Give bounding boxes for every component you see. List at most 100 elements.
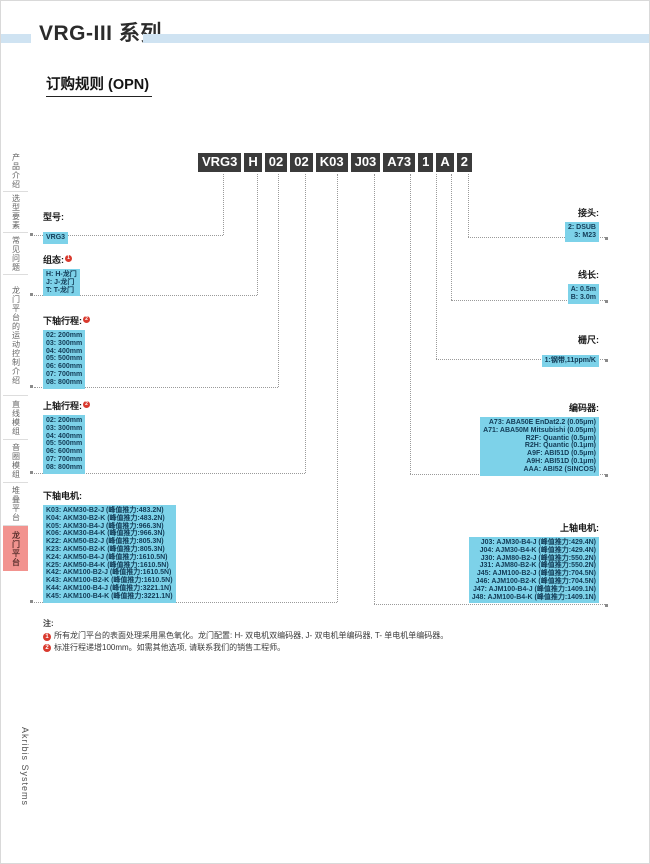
- connector-line: [451, 300, 607, 301]
- group-label: 下轴行程: 2: [43, 314, 90, 327]
- option-item: K42: AKM100-B2-J (峰值推力:1610.5N): [46, 569, 172, 577]
- connector-end-dot: [605, 300, 608, 303]
- sidebar-tab-selection: 选型要素: [3, 192, 28, 233]
- option-item: K43: AKM100-B2-K (峰值推力:1610.5N): [46, 577, 173, 585]
- option-box: 02: 200mm 03: 300mm 04: 400mm 05: 500mm 06: …: [43, 415, 86, 474]
- footnote-2: 2 标准行程递增100mm。如需其他选项, 请联系我们的销售工程师。: [43, 642, 583, 654]
- option-item: 05: 500mm: [46, 440, 83, 448]
- code-segment: VRG3: [198, 153, 242, 172]
- connector-line: [436, 174, 437, 359]
- connector-end-dot: [605, 237, 608, 240]
- note-ref-2-icon: 2: [83, 316, 90, 323]
- option-item: 06: 600mm: [46, 448, 83, 456]
- option-item: J04: AJM30-B4-K (峰值推力:429.4N): [479, 546, 596, 554]
- option-item: B: 3.0m: [570, 293, 596, 301]
- group-linear-scale: 栅尺: 1:钢带,11ppm/K: [541, 333, 599, 367]
- connector-line: [436, 359, 607, 360]
- option-box: 2: DSUB 3: M23: [564, 222, 599, 242]
- connector-end-dot: [30, 600, 33, 603]
- option-box: A: 0.5m B: 3.0m: [567, 284, 599, 304]
- option-item: T: T-龙门: [46, 286, 74, 294]
- connector-line: [278, 174, 279, 387]
- option-item: 03: 300mm: [46, 424, 83, 432]
- option-box: 1:钢带,11ppm/K: [541, 355, 599, 367]
- section-subtitle: 订购规则 (OPN): [46, 73, 153, 97]
- connector-line: [257, 174, 258, 295]
- option-item: A9F: ABI51D (0.5μm): [527, 450, 596, 458]
- connector-line: [374, 604, 607, 605]
- option-box: H: H-龙门 J: J-龙门 T: T-龙门: [43, 269, 80, 297]
- footnotes-heading: 注:: [43, 619, 54, 628]
- connector-end-dot: [605, 474, 608, 477]
- option-item: A9H: ABI51D (0.1μm): [526, 457, 596, 465]
- code-segment: K03: [315, 153, 348, 172]
- option-item: 02: 200mm: [46, 332, 83, 339]
- option-item: J45: AJM100-B2-J (峰值推力:704.5N): [476, 570, 596, 578]
- page-title: VRG-III 系列: [39, 22, 162, 45]
- connector-line: [34, 602, 337, 603]
- group-lower-axis-motor: 下轴电机: K03: AKM30-B2-J (峰值推力:483.2N) K04: …: [43, 489, 176, 603]
- option-item: AAA: ABI52 (SINCOS): [523, 465, 596, 473]
- group-label: 组态: 1: [43, 253, 80, 266]
- option-item: A: 0.5m: [570, 286, 596, 293]
- sidebar-tab-faq: 常见问题: [3, 233, 28, 275]
- option-item: 07: 700mm: [46, 370, 83, 378]
- model-code-row: VRG3 H 02 02 K03 J03 A73 1 A 2: [198, 153, 473, 172]
- option-box: K03: AKM30-B2-J (峰值推力:483.2N) K04: AKM30-…: [43, 505, 176, 603]
- group-label: 上轴行程: 2: [43, 399, 90, 412]
- option-item: K04: AKM30-B2-K (峰值推力:483.2N): [46, 514, 165, 522]
- group-label: 下轴电机:: [43, 491, 82, 501]
- code-segment: H: [244, 153, 262, 172]
- group-label: 上轴电机:: [560, 523, 599, 533]
- connector-line: [337, 174, 338, 602]
- option-item: K25: AKM50-B4-K (峰值推力:1610.5N): [46, 561, 169, 569]
- group-label: 栅尺:: [578, 335, 599, 345]
- connector-line: [34, 295, 257, 296]
- option-item: 08: 800mm: [46, 378, 83, 386]
- connector-line: [34, 473, 305, 474]
- note-2-icon: 2: [43, 644, 51, 652]
- option-item: J: J-龙门: [46, 278, 75, 286]
- footnote-1: 1 所有龙门平台的表面处理采用黑色氧化。龙门配置: H- 双电机双编码器, J- …: [43, 630, 583, 642]
- option-item: K22: AKM50-B2-J (峰值推力:805.3N): [46, 538, 164, 546]
- option-item: J48: AJM100-B4-K (峰值推力:1409.1N): [471, 593, 596, 601]
- option-item: J30: AJM80-B2-J (峰值推力:550.2N): [480, 554, 596, 562]
- sidebar-tab-label: 堆叠平台: [11, 486, 21, 522]
- option-item: 05: 500mm: [46, 355, 83, 363]
- connector-line: [410, 174, 411, 474]
- option-box: VRG3: [43, 232, 69, 244]
- option-item: 03: 300mm: [46, 339, 83, 347]
- option-item: K45: AKM100-B4-K (峰值推力:3221.1N): [46, 592, 173, 600]
- option-box: 02: 200mm 03: 300mm 04: 400mm 05: 500mm 06: …: [43, 330, 86, 389]
- option-item: R2H: Quantic (0.1μm): [524, 442, 596, 450]
- connector-line: [34, 235, 223, 236]
- option-item: K03: AKM30-B2-J (峰值推力:483.2N): [46, 507, 164, 514]
- option-item: 2: DSUB: [567, 224, 596, 231]
- option-item: 08: 800mm: [46, 463, 83, 471]
- group-encoder: 编码器: A73: ABA50E EnDat2.2 (0.05μm) A71: A…: [480, 401, 599, 476]
- option-item: 02: 200mm: [46, 417, 83, 424]
- connector-line: [468, 237, 607, 238]
- option-item: J03: AJM30-B4-J (峰值推力:429.4N): [480, 539, 596, 546]
- option-item: 1:钢带,11ppm/K: [544, 357, 596, 364]
- group-label: 接头:: [578, 208, 599, 218]
- brand-vertical-text: Akribis Systems: [20, 727, 30, 807]
- option-item: 04: 400mm: [46, 432, 83, 440]
- group-upper-axis-stroke: 上轴行程: 2 02: 200mm 03: 300mm 04: 400mm 05: 50…: [43, 399, 90, 474]
- option-item: VRG3: [46, 234, 66, 241]
- option-item: A71: ABA50M Mitsubishi (0.05μm): [483, 426, 596, 434]
- option-item: H: H-龙门: [46, 271, 77, 278]
- option-item: K06: AKM30-B4-K (峰值推力:966.3N): [46, 530, 165, 538]
- option-item: K23: AKM50-B2-K (峰值推力:805.3N): [46, 545, 165, 553]
- sidebar-tab-gantry-stage: 龙门平台: [3, 526, 28, 571]
- connector-line: [223, 174, 224, 235]
- title-accent-bar-right: [143, 34, 649, 43]
- option-item: J31: AJM80-B2-K (峰值推力:550.2N): [479, 562, 596, 570]
- option-item: J47: AJM100-B4-J (峰值推力:1409.1N): [472, 585, 596, 593]
- sidebar-tab-label: 选型要素: [11, 194, 21, 230]
- option-box: J03: AJM30-B4-J (峰值推力:429.4N) J04: AJM30-…: [468, 537, 599, 604]
- connector-line: [468, 174, 469, 237]
- option-item: 06: 600mm: [46, 363, 83, 371]
- code-segment: 1: [418, 153, 434, 172]
